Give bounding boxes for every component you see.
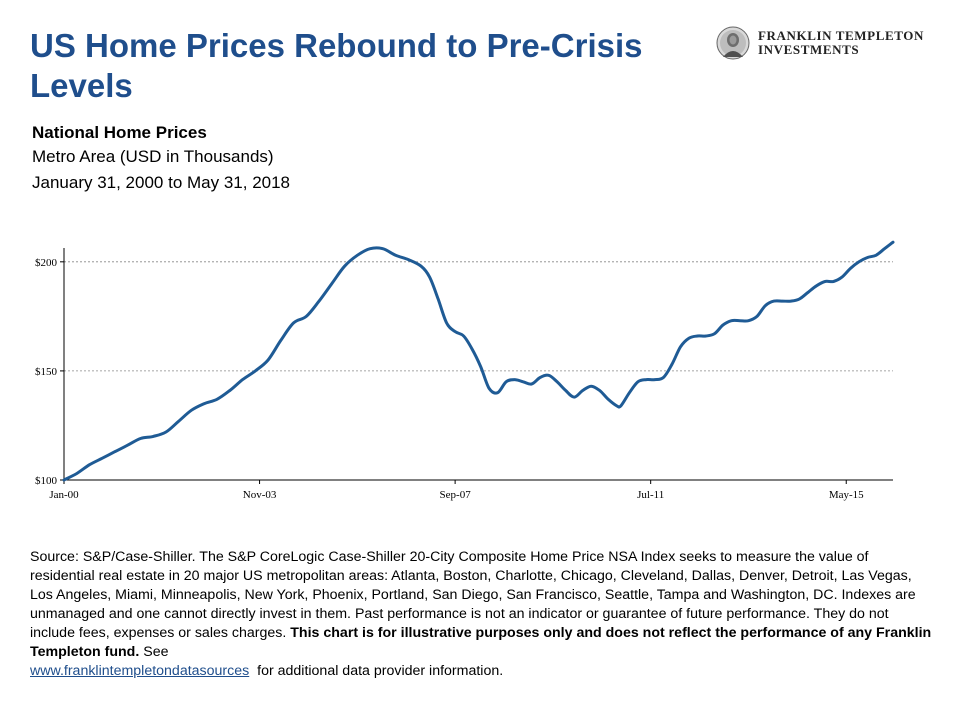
disclaimer-bold: This chart is for illustrative purposes … xyxy=(30,625,932,660)
chart-title: National Home Prices xyxy=(32,123,207,142)
chart-units: Metro Area (USD in Thousands) xyxy=(32,147,274,166)
source-see: See xyxy=(143,644,169,660)
x-tick-label: Sep-07 xyxy=(440,489,472,501)
x-tick-label: Nov-03 xyxy=(243,489,277,501)
x-tick-label: Jan-00 xyxy=(49,489,79,501)
logo-line1: FRANKLIN TEMPLETON xyxy=(758,28,924,43)
home-price-line-chart: $100 $150 $200 Jan-00 Nov-03 Sep-07 Jul-11 May… xyxy=(35,240,895,501)
data-sources-link[interactable]: www.franklintempletondatasources xyxy=(30,663,250,679)
logo-line2: INVESTMENTS xyxy=(758,42,860,57)
series-line xyxy=(62,240,895,482)
y-tick-label: $100 xyxy=(35,475,58,487)
franklin-medallion-icon xyxy=(716,26,750,60)
page-title: US Home Prices Rebound to Pre-Crisis Lev… xyxy=(30,27,643,104)
chart-subtitles: National Home Prices Metro Area (USD in … xyxy=(32,122,290,196)
y-tick-label: $200 xyxy=(35,257,58,269)
x-tick-label: May-15 xyxy=(829,489,864,501)
x-tick-label: Jul-11 xyxy=(637,489,664,501)
source-text: Source: S&P/Case-Shiller. The S&P CoreLo… xyxy=(30,549,916,641)
source-footnote: Source: S&P/Case-Shiller. The S&P CoreLo… xyxy=(30,548,935,681)
y-tick-label: $150 xyxy=(35,366,58,378)
franklin-templeton-logo[interactable]: FRANKLIN TEMPLETON INVESTMENTS xyxy=(716,24,946,64)
source-after-link: for additional data provider information… xyxy=(257,663,504,679)
chart-date-range: January 31, 2000 to May 31, 2018 xyxy=(32,173,291,192)
